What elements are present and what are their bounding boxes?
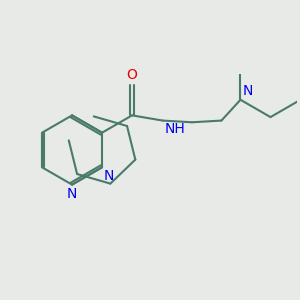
- Text: N: N: [67, 188, 77, 201]
- Text: O: O: [127, 68, 137, 82]
- Text: NH: NH: [164, 122, 185, 136]
- Text: N: N: [104, 169, 114, 183]
- Text: N: N: [242, 84, 253, 98]
